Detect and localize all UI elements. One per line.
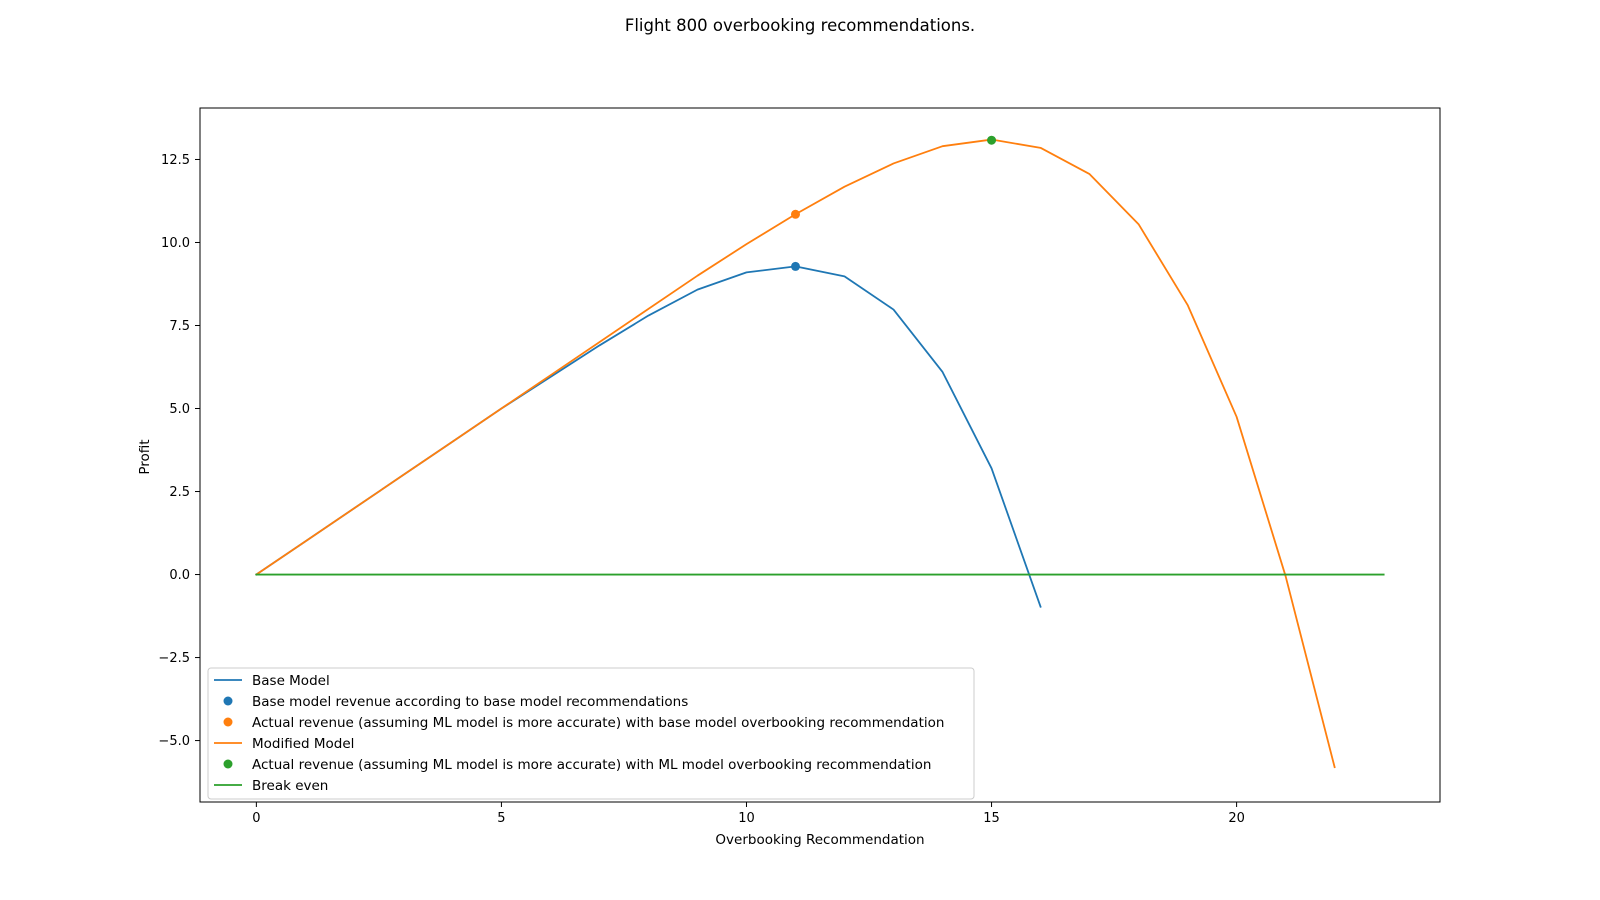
data-point-3-0: [790, 261, 800, 271]
series-line-0: [255, 265, 1042, 608]
data-point-5-0: [987, 135, 997, 145]
chart-title: Flight 800 overbooking recommendations.: [625, 16, 975, 35]
y-tick-label: 10.0: [161, 236, 190, 251]
y-axis-label: Profit: [137, 439, 153, 474]
x-axis-label: Overbooking Recommendation: [715, 832, 924, 848]
legend-label: Actual revenue (assuming ML model is mor…: [252, 715, 944, 731]
legend-label: Modified Model: [252, 736, 354, 752]
plot-frame: [199, 107, 1441, 803]
x-tick-label: 5: [497, 811, 505, 826]
legend: Base Model Base model revenue according t…: [207, 667, 975, 800]
x-tick-label: 10: [738, 811, 755, 826]
y-tick-label: 2.5: [169, 485, 190, 500]
legend-label: Base Model: [252, 673, 330, 689]
x-tick-label: 15: [983, 811, 1000, 826]
x-tick-label: 20: [1228, 811, 1245, 826]
legend-marker-swatch: [223, 717, 233, 727]
y-tick-label: 5.0: [169, 402, 190, 417]
legend-marker-swatch: [223, 696, 233, 706]
y-tick-label: 0.0: [169, 568, 190, 583]
legend-label: Break even: [252, 778, 328, 794]
y-tick-label: 7.5: [169, 319, 190, 334]
axis-ticks: 0 5 10 15 20 −5.0 −2.5 0.0 2.5 5.0 7.5 10.0 12.5: [158, 153, 1244, 826]
legend-label: Base model revenue according to base mod…: [252, 694, 688, 710]
legend-box: [207, 667, 975, 800]
y-tick-label: −2.5: [158, 651, 190, 666]
data-point-4-0: [790, 209, 800, 219]
legend-label: Actual revenue (assuming ML model is mor…: [252, 757, 931, 773]
x-tick-label: 0: [252, 811, 260, 826]
legend-marker-swatch: [223, 759, 233, 769]
y-tick-label: 12.5: [161, 153, 190, 168]
plot-area: [255, 135, 1385, 769]
y-tick-label: −5.0: [158, 734, 190, 749]
